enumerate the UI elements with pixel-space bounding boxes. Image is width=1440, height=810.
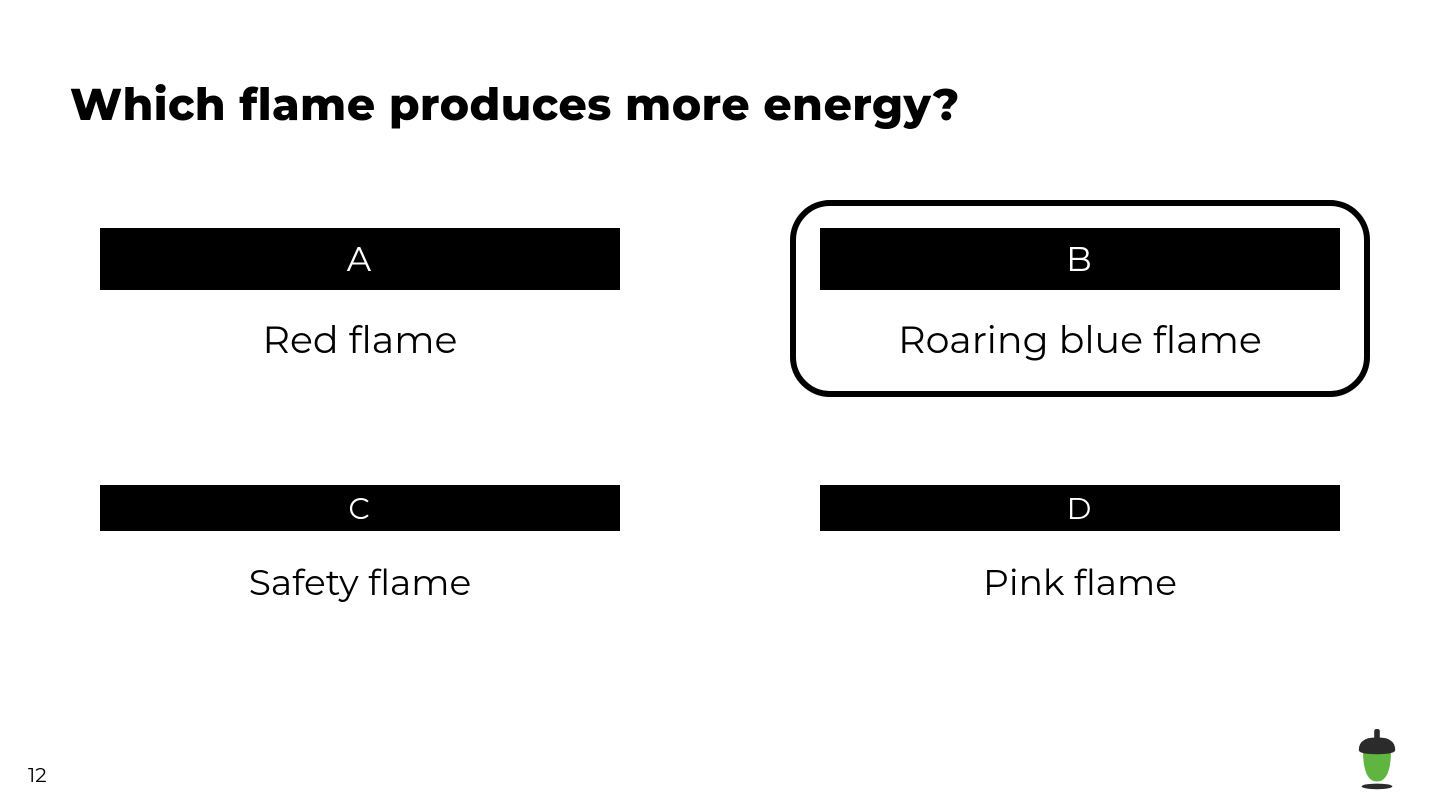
option-b-text: Roaring blue flame [898, 316, 1262, 363]
option-c-letter: C [348, 490, 371, 527]
option-a-text: Red flame [263, 316, 458, 363]
acorn-shadow [1362, 784, 1393, 790]
option-a-letter: A [347, 238, 373, 280]
option-a-letter-bar: A [100, 228, 620, 290]
option-c[interactable]: C Safety flame [70, 457, 650, 639]
option-d-text: Pink flame [983, 561, 1177, 605]
option-c-text: Safety flame [249, 561, 471, 605]
acorn-nut [1363, 750, 1391, 782]
option-d[interactable]: D Pink flame [790, 457, 1370, 639]
option-b[interactable]: B Roaring blue flame [790, 200, 1370, 397]
option-d-letter: D [1067, 490, 1094, 527]
question-title: Which flame produces more energy? [70, 78, 960, 132]
option-b-letter: B [1066, 238, 1094, 280]
options-grid: A Red flame B Roaring blue flame C Safet… [70, 200, 1370, 639]
option-a[interactable]: A Red flame [70, 200, 650, 397]
option-b-letter-bar: B [820, 228, 1340, 290]
option-d-letter-bar: D [820, 485, 1340, 531]
page-number: 12 [28, 764, 47, 788]
option-c-letter-bar: C [100, 485, 620, 531]
acorn-stem [1374, 729, 1380, 739]
slide: Which flame produces more energy? A Red … [0, 0, 1440, 810]
acorn-cap [1359, 737, 1395, 754]
acorn-icon [1342, 722, 1412, 792]
